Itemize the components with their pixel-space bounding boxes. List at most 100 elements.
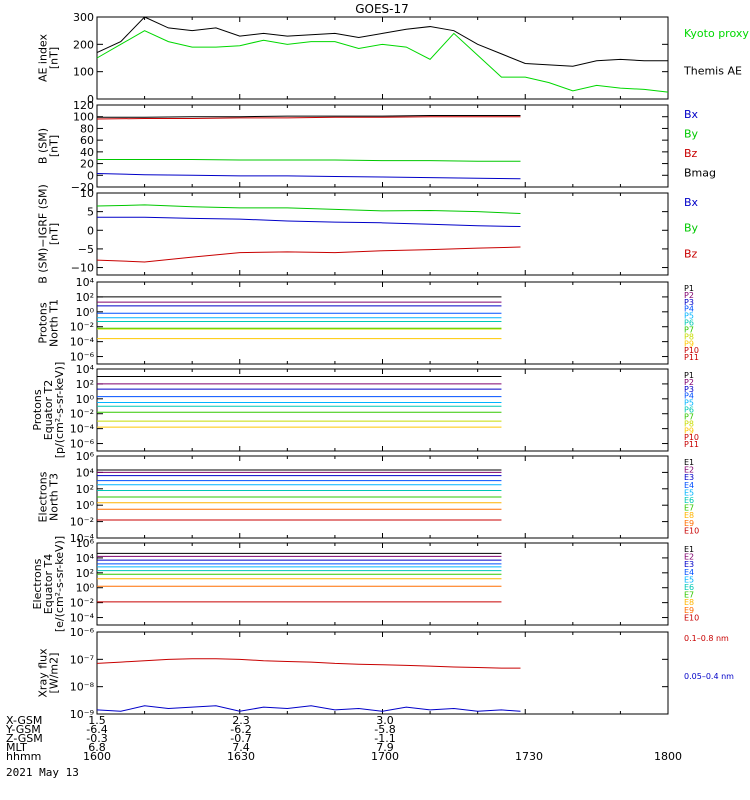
- y-tick-label: 300: [73, 11, 94, 24]
- y-tick-label: 10²: [76, 567, 94, 580]
- legend-entry: P9: [684, 339, 694, 348]
- y-axis-label: North T3: [48, 473, 61, 521]
- y-tick-label: 10⁻⁶: [70, 351, 95, 364]
- y-tick-label: 10²: [76, 483, 94, 496]
- y-tick-label: 10⁻⁴: [70, 336, 95, 349]
- legend-entry: Bmag: [684, 167, 716, 180]
- legend-entry: Bz: [684, 147, 698, 160]
- footer-value: -0.3: [86, 732, 107, 745]
- legend-entry: P5: [684, 312, 694, 321]
- y-axis-label: [W/m2]: [48, 653, 61, 694]
- y-tick-label: 10⁻⁶: [70, 438, 95, 451]
- legend-entry: Themis AE: [683, 64, 742, 77]
- legend-entry: E8: [684, 598, 694, 607]
- y-tick-label: 40: [80, 146, 94, 159]
- series-line: [96, 204, 521, 214]
- y-tick-label: 10⁻⁴: [70, 423, 95, 436]
- y-axis-label: Protons: [31, 389, 44, 430]
- footer-value: 2.3: [232, 714, 250, 727]
- y-tick-label: 0: [87, 224, 94, 237]
- legend-entry: Bx: [684, 196, 699, 209]
- y-tick-label: 10²: [76, 291, 94, 304]
- legend-entry: E7: [684, 504, 694, 513]
- y-tick-label: 120: [73, 99, 94, 112]
- legend-entry: 0.1–0.8 nm: [684, 634, 729, 643]
- y-tick-label: 10⁰: [76, 499, 95, 512]
- y-axis-label: AE index: [37, 33, 50, 82]
- legend-entry: By: [684, 128, 699, 141]
- y-tick-label: 0: [87, 169, 94, 182]
- y-tick-label: 10⁶: [76, 450, 95, 463]
- footer-value: -5.8: [374, 723, 395, 736]
- series-line: [97, 115, 521, 118]
- series-line: [97, 216, 521, 228]
- legend-entry: E5: [684, 575, 694, 584]
- y-tick-label: 10⁻⁹: [70, 708, 94, 721]
- footer-row-label: Y-GSM: [5, 723, 41, 736]
- y-axis-label: Equator T2: [42, 380, 55, 440]
- legend-entry: P8: [684, 419, 694, 428]
- y-axis-label: Protons: [37, 302, 50, 343]
- y-tick-label: 10: [80, 187, 94, 200]
- legend-entry: E7: [684, 591, 694, 600]
- y-tick-label: −20: [71, 181, 94, 194]
- legend-entry: P7: [684, 412, 694, 421]
- legend-entry: E9: [684, 606, 694, 615]
- legend-entry: E4: [684, 568, 694, 577]
- y-tick-label: 10⁰: [76, 393, 95, 406]
- legend-entry: E6: [684, 496, 694, 505]
- y-axis-label: North T1: [48, 299, 61, 347]
- panel-xray: 10⁻⁶ 10⁻⁷ 10⁻⁸ 10⁻⁹ Xray flux[W/m2] 0.1–0.8 n…: [37, 626, 735, 721]
- y-tick-label: 10⁰: [76, 306, 95, 319]
- panel-frame: [96, 542, 669, 626]
- footer-value: -1.1: [374, 732, 395, 745]
- footer-value: 3.0: [376, 714, 394, 727]
- y-tick-label: 60: [80, 134, 94, 147]
- y-axis-label: [nT]: [48, 47, 61, 69]
- y-tick-label: 10⁻²: [70, 321, 94, 334]
- y-tick-label: 10⁴: [76, 552, 95, 565]
- legend-entry: P1: [684, 284, 694, 293]
- panel-frame: [96, 281, 669, 365]
- y-axis-label: [nT]: [48, 135, 61, 157]
- y-tick-label: 10⁶: [76, 537, 95, 550]
- panel-b_igrf: −10 −5 0 5 10 B (SM)−IGRF (SM)[nT] Bx By Bz: [37, 184, 699, 284]
- legend-entry: E3: [684, 560, 694, 569]
- legend-entry: E2: [684, 466, 694, 475]
- legend-entry: P9: [684, 426, 694, 435]
- legend-entry: P8: [684, 332, 694, 341]
- date-label: 2021 May 13: [6, 766, 79, 779]
- y-tick-label: 200: [73, 38, 94, 51]
- legend-entry: P6: [684, 319, 694, 328]
- footer-value: 7.4: [232, 741, 250, 754]
- footer-value: -0.7: [230, 732, 251, 745]
- series-line: [96, 658, 521, 669]
- y-axis-label: [e/(cm²-s-sr-keV)]: [53, 536, 66, 632]
- y-axis-label: B (SM)−IGRF (SM): [37, 184, 50, 284]
- legend-entry: Kyoto proxy AE: [684, 27, 750, 40]
- series-line: [96, 116, 521, 120]
- y-tick-label: 10⁴: [76, 276, 95, 289]
- y-tick-label: −5: [78, 243, 94, 256]
- y-axis-label: B (SM): [37, 128, 50, 164]
- legend-entry: E10: [684, 526, 699, 535]
- y-tick-label: 5: [87, 206, 94, 219]
- chart-title: GOES-17: [355, 2, 409, 16]
- legend-entry: E3: [684, 473, 694, 482]
- legend-entry: P7: [684, 325, 694, 334]
- legend-entry: P11: [684, 440, 699, 449]
- legend-entry: P3: [684, 298, 694, 307]
- y-tick-label: 10²: [76, 378, 94, 391]
- legend-entry: P6: [684, 406, 694, 415]
- footer-row-label: hhmm: [6, 750, 41, 763]
- y-tick-label: 10⁰: [76, 582, 95, 595]
- footer-value: 6.8: [88, 741, 106, 754]
- series-line: [96, 16, 668, 67]
- legend-entry: P10: [684, 433, 699, 442]
- legend-entry: P2: [684, 291, 694, 300]
- panel-ae: 0 100 200 300 AE index[nT] Kyoto proxy AE Them…: [37, 11, 750, 106]
- legend-entry: Bz: [684, 247, 698, 260]
- footer-value: 1.5: [88, 714, 106, 727]
